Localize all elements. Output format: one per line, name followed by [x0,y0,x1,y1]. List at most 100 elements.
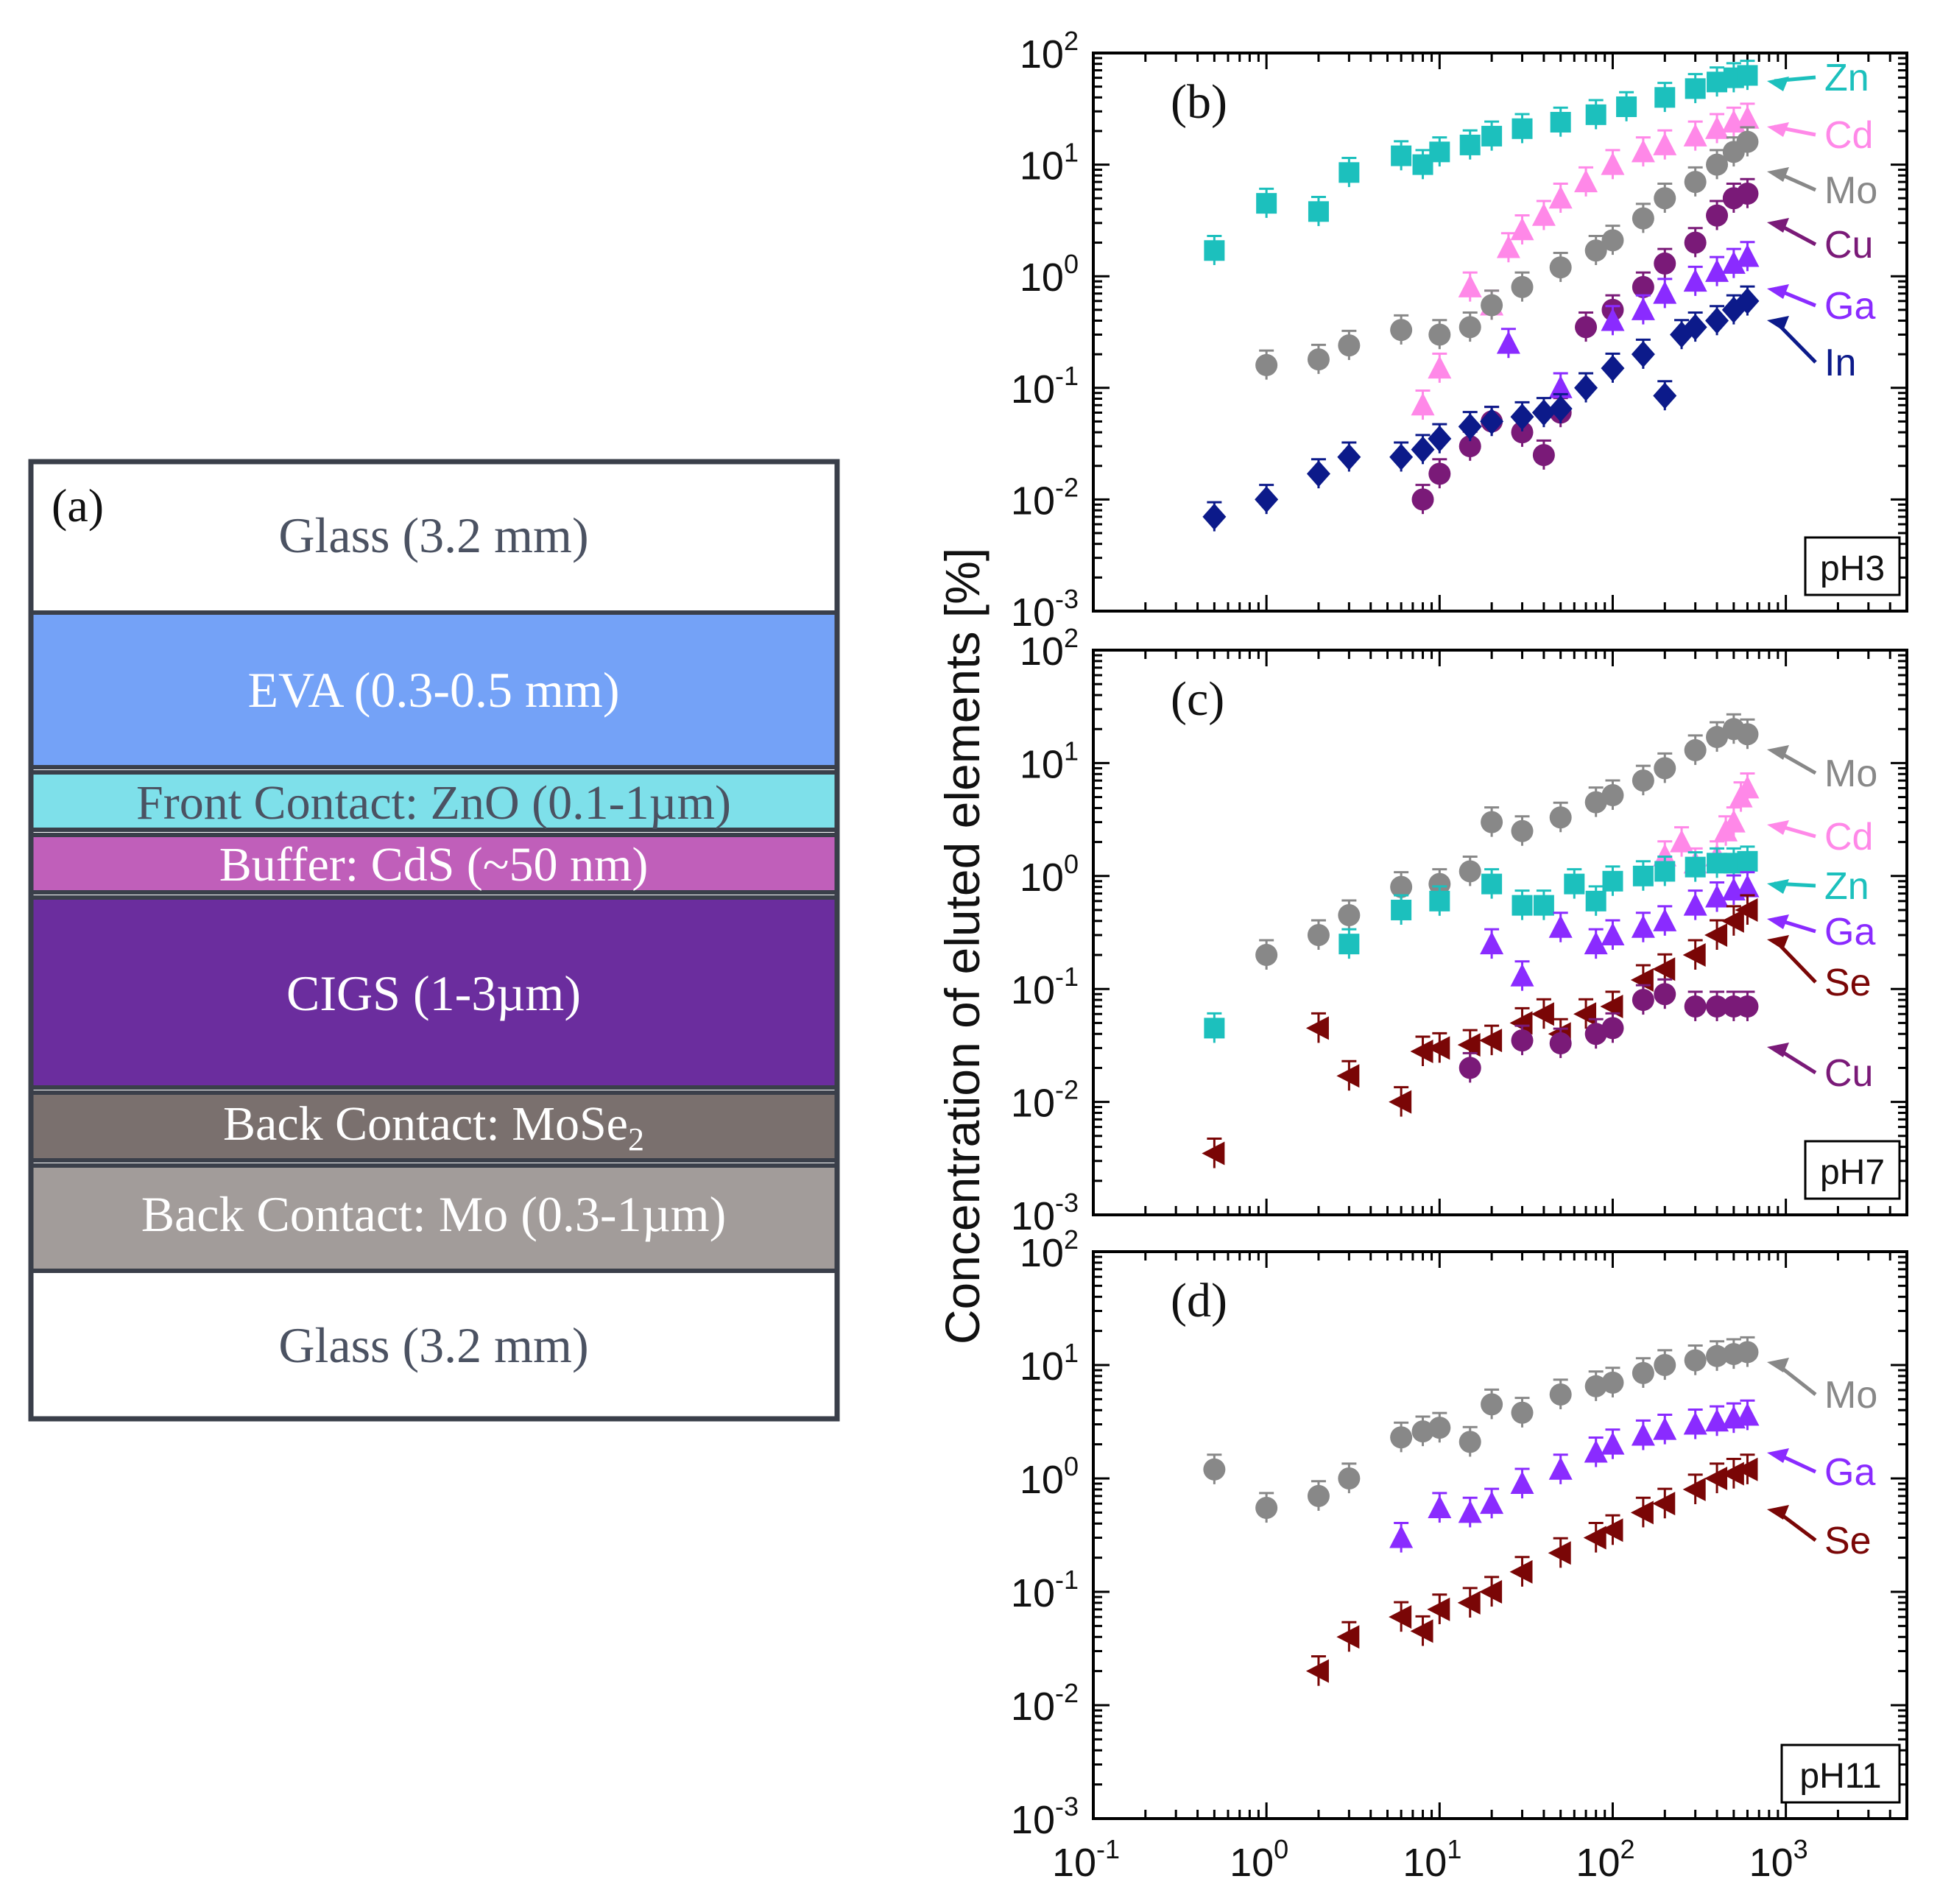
annotation-label: Mo [1824,169,1877,212]
annotation-label: In [1824,342,1856,384]
ph-label: pH11 [1799,1757,1881,1796]
data-point [1549,806,1572,829]
data-point [1631,139,1655,163]
data-point [1548,395,1573,423]
data-point [1601,1431,1625,1455]
data-point [1255,944,1278,967]
data-point [1705,116,1729,139]
data-point [1736,995,1759,1018]
y-tick-label: 100 [1020,249,1079,300]
arrow-head [1767,218,1789,233]
data-point [1721,809,1746,833]
data-point [1575,316,1598,339]
data-point [1458,860,1481,883]
data-point [1735,287,1760,314]
annotation-label: Cd [1824,114,1873,157]
data-point [1602,870,1623,892]
data-point [1548,375,1573,398]
y-tick-label: 102 [1020,623,1079,674]
data-point [1654,983,1676,1006]
data-point [1429,141,1450,163]
y-axis-label: Concentration of eluted elements [%] [935,548,990,1344]
data-point [1585,104,1606,125]
layer-label-front-contact: Front Contact: ZnO (0.1-1µm) [136,776,731,830]
arrow-head [1767,316,1789,331]
data-point [1601,152,1625,175]
data-point [1630,1501,1654,1525]
data-point [1511,1029,1534,1052]
data-point [1427,1597,1450,1621]
data-point [1480,408,1504,435]
layer-0 [29,459,839,615]
data-point [1706,726,1729,749]
data-point [1721,250,1746,274]
data-point [1255,486,1279,513]
data-point [1338,162,1360,183]
data-point [1632,865,1654,886]
data-point [1704,1467,1728,1490]
data-point [1735,775,1760,799]
panel-label: (b) [1171,75,1227,129]
data-point [1706,153,1729,176]
ph-label: pH7 [1820,1153,1885,1192]
data-point [1704,923,1728,948]
layer-label-cigs: CIGS (1-3µm) [286,965,581,1021]
arrow-head [1767,935,1789,950]
layer-4 [29,895,839,1090]
data-point [1632,275,1654,298]
data-point [1706,204,1729,227]
data-point [1389,1525,1414,1548]
data-point [1458,435,1481,458]
series-In [1202,285,1760,532]
data-point [1531,1002,1554,1026]
data-point [1601,923,1625,946]
data-point [1683,1411,1707,1435]
data-point [1585,890,1606,912]
data-point [1548,186,1573,209]
data-point [1584,1439,1608,1463]
y-tick-label: 101 [1020,736,1079,786]
layer-label-back-contact-mo: Back Contact: Mo (0.3-1µm) [141,1186,727,1242]
y-tick-label: 102 [1020,26,1079,77]
plot-frame [1092,649,1908,1216]
panel-label: (d) [1171,1274,1227,1327]
data-point [1653,908,1677,931]
y-tick-label: 10-3 [1011,1791,1079,1842]
data-point [1684,171,1707,194]
series-Mo [1203,1336,1759,1523]
arrow-head [1767,284,1789,299]
data-point [1654,1354,1676,1376]
data-point [1428,462,1451,485]
data-point [1601,308,1625,331]
data-point [1480,1491,1504,1515]
data-point [1574,169,1598,193]
data-point [1548,1541,1571,1565]
arrow-head [1767,745,1789,760]
data-point [1736,182,1759,205]
data-point [1654,87,1676,108]
data-point [1511,275,1534,298]
chart-panels: 10-310-210-1100101102(b)pH3ZnCdMoCuGaIn1… [1011,26,1908,1885]
data-point [1683,314,1707,341]
data-point [1705,307,1729,334]
data-point [1737,850,1758,872]
data-point [1631,297,1655,320]
data-point [1512,895,1533,916]
y-tick-label: 101 [1020,138,1079,188]
data-point [1616,96,1637,117]
data-point [1683,892,1707,916]
data-point [1481,125,1503,147]
layer-2 [29,770,839,832]
data-point [1391,899,1412,920]
data-point [1308,201,1329,222]
data-point [1202,503,1227,530]
data-point [1307,348,1330,371]
data-point [1481,294,1503,317]
data-point [1509,1011,1533,1035]
data-point [1306,460,1330,487]
annotation-label: Ga [1824,911,1875,953]
data-point [1428,356,1452,379]
data-point [1653,281,1677,304]
